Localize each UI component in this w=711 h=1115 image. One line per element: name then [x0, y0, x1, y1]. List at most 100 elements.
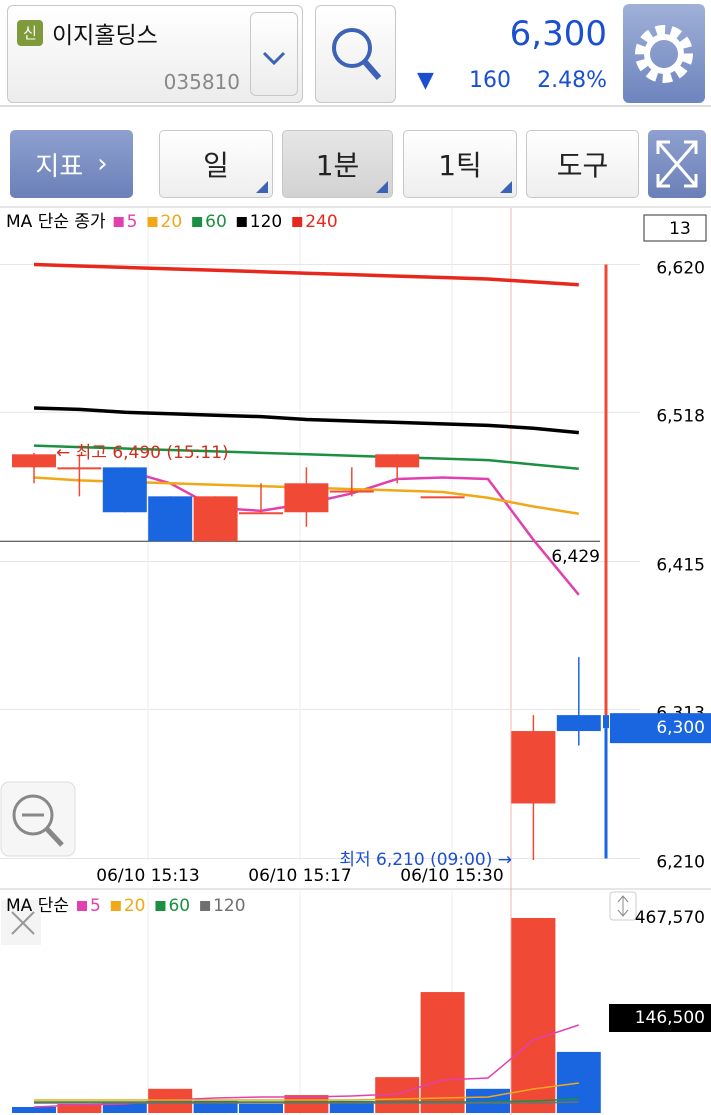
legend-title: MA 단순 — [6, 896, 69, 916]
tab[interactable]: 도구 — [526, 130, 639, 198]
legend-label: 120 — [250, 212, 282, 232]
zoom-out-button[interactable] — [0, 781, 76, 857]
indicator-button[interactable]: 지표 › — [10, 130, 133, 198]
stock-selector[interactable]: 신 이지홀딩스 035810 — [7, 5, 303, 103]
candle-body — [375, 454, 420, 468]
search-icon — [332, 28, 382, 80]
candle-body — [57, 467, 102, 470]
value-tag: 146,500 — [635, 1008, 705, 1028]
legend-label: 5 — [127, 212, 138, 232]
stock-name: 이지홀딩스 — [52, 23, 158, 49]
candle-body — [148, 496, 193, 542]
ma-line — [34, 1082, 579, 1101]
legend-label: 20 — [161, 212, 183, 232]
tab-label: 1분 — [315, 149, 360, 182]
candle-body — [511, 731, 556, 804]
tab[interactable]: 1틱 — [403, 130, 517, 198]
volume-bar — [511, 918, 556, 1113]
ma-line — [33, 444, 579, 471]
expand-icon — [656, 140, 698, 188]
current-body — [603, 715, 609, 729]
price: 6,300 — [509, 14, 607, 54]
down-arrow: ▼ — [417, 68, 434, 93]
tab[interactable]: 일 — [159, 130, 273, 198]
y-tick-label: 6,620 — [656, 259, 705, 279]
ma-line — [34, 1101, 579, 1104]
volume-bar — [556, 1051, 601, 1113]
volume-bar — [12, 1106, 56, 1113]
stock-code: 035810 — [163, 70, 240, 94]
volume-bar — [57, 1103, 102, 1113]
ma-line — [34, 1098, 579, 1103]
value-tag-box — [609, 1004, 711, 1032]
legend-label: 240 — [305, 212, 337, 232]
legend-label: 5 — [90, 896, 101, 916]
legend-swatch — [292, 217, 303, 227]
divider — [0, 105, 711, 107]
tab-marker — [256, 181, 268, 193]
y-tick-label: 6,518 — [656, 406, 705, 426]
volume-bar — [193, 1100, 238, 1113]
legend-label: 120 — [213, 896, 245, 916]
gear-icon — [635, 25, 693, 83]
candle-body — [12, 454, 56, 468]
chevron — [262, 51, 286, 66]
legend-swatch — [155, 901, 166, 911]
tab-marker — [376, 181, 388, 193]
x-tick-label: 06/10 15:17 — [248, 866, 351, 886]
volume-bar — [329, 1100, 374, 1113]
legend-swatch — [76, 901, 87, 911]
ma-line — [33, 1024, 580, 1108]
price-tag-box — [610, 713, 711, 744]
search-button[interactable] — [315, 5, 396, 103]
tab-label: 1틱 — [438, 149, 482, 182]
ma-line — [33, 262, 579, 287]
candle-body — [102, 467, 147, 513]
expand-button[interactable] — [648, 130, 706, 198]
badge: 신 — [17, 20, 43, 46]
legend-swatch — [236, 217, 247, 227]
dropdown-button[interactable] — [250, 12, 298, 96]
legend-label: 60 — [205, 212, 227, 232]
low-note: 최저 6,210 (09:00) → — [339, 850, 512, 870]
legend-swatch — [113, 217, 124, 227]
settings-button[interactable] — [623, 4, 705, 103]
legend-title: MA 단순 종가 — [6, 212, 106, 232]
volume-bar — [466, 1088, 510, 1113]
tab-selected[interactable]: 1분 — [282, 130, 393, 198]
period-box — [643, 214, 707, 242]
close-button[interactable] — [1, 900, 41, 945]
tab-label: 도구 — [556, 149, 609, 182]
period: 13 — [669, 219, 691, 239]
y-tick-label: 6,210 — [656, 853, 705, 873]
volume-bar — [284, 1095, 329, 1113]
high-note: ← 최고 6,490 (15:11) — [56, 443, 229, 463]
legend-swatch — [110, 901, 121, 911]
candle-body — [420, 496, 465, 499]
candle-body — [329, 490, 374, 493]
legend-swatch — [147, 217, 158, 227]
y-tick-label: 6,415 — [656, 556, 705, 576]
volume-bar — [420, 992, 465, 1113]
candle-body — [239, 512, 283, 515]
change: 160 — [469, 68, 511, 93]
y-tick-label: 467,570 — [635, 908, 705, 928]
legend-label: 20 — [124, 896, 146, 916]
x-tick-label: 06/10 15:30 — [400, 866, 503, 886]
legend-label: 60 — [168, 896, 190, 916]
reference-label: 6,429 — [551, 547, 600, 567]
tab-marker — [500, 181, 512, 193]
candle-body — [193, 496, 238, 542]
legend-swatch — [192, 217, 203, 227]
volume-bar — [102, 1102, 147, 1113]
price-tag: 6,300 — [656, 718, 705, 738]
x-tick-label: 06/10 15:13 — [96, 866, 199, 886]
chevron: › — [97, 149, 108, 179]
change-pct: 2.48% — [537, 68, 607, 93]
indicator-label: 지표 — [35, 151, 84, 182]
resize-handle[interactable] — [609, 891, 637, 921]
ma-line — [33, 406, 579, 435]
tab-label: 일 — [203, 149, 229, 182]
candle-body — [284, 483, 329, 513]
